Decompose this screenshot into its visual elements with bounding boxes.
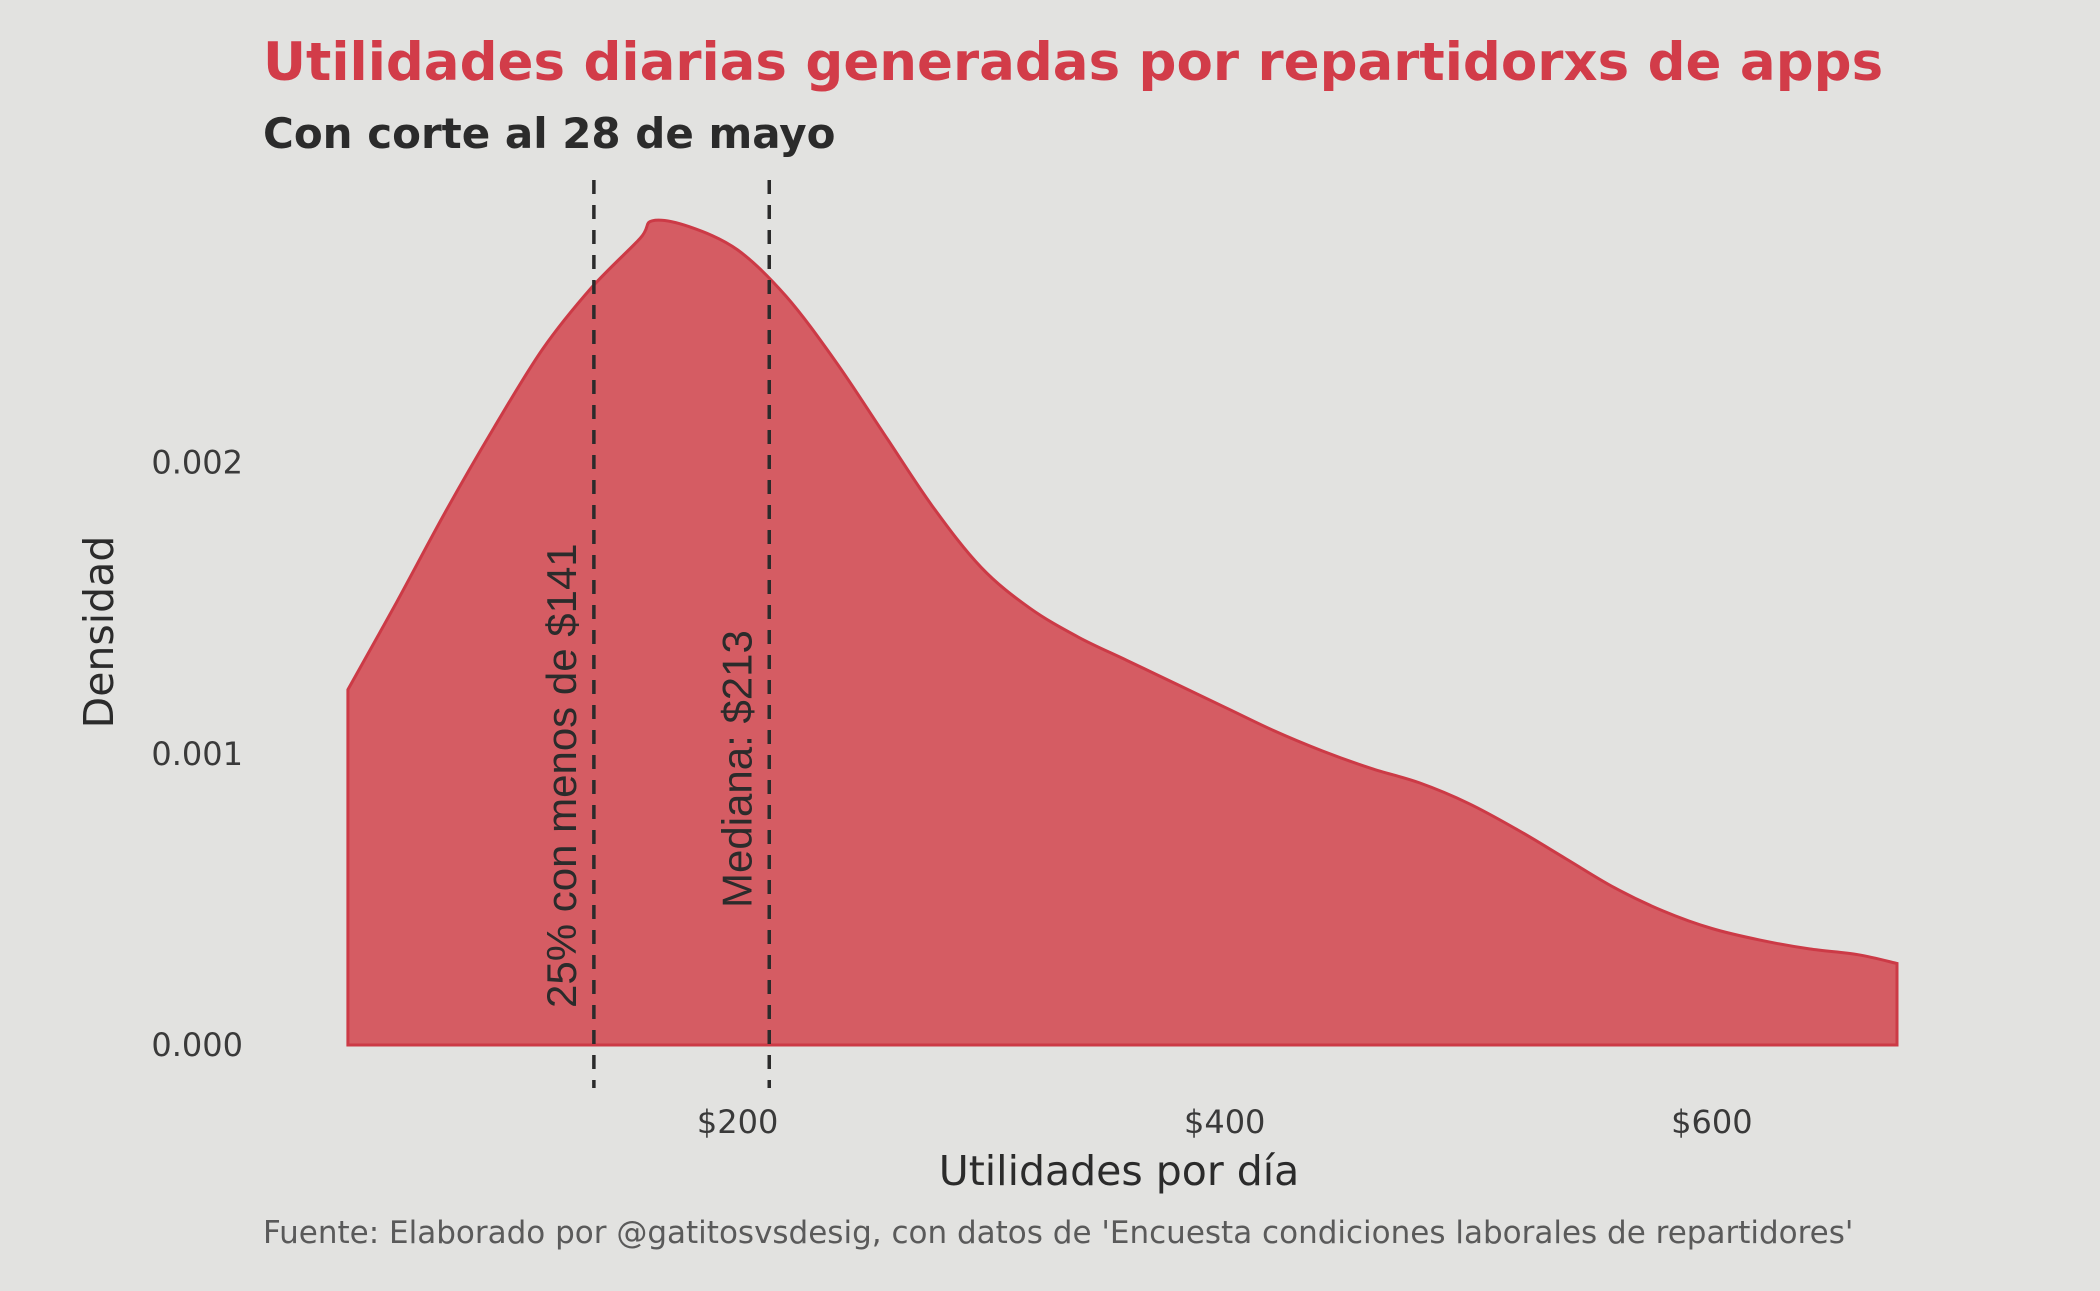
chart-subtitle: Con corte al 28 de mayo bbox=[263, 109, 836, 158]
x-tick-label: $200 bbox=[697, 1103, 778, 1141]
y-axis-label: Densidad bbox=[75, 536, 123, 729]
source-caption: Fuente: Elaborado por @gatitosvsdesig, c… bbox=[263, 1215, 1853, 1251]
median-annotation: Mediana: $213 bbox=[713, 630, 760, 908]
x-axis-ticks: $200 $400 $600 bbox=[697, 1103, 1753, 1141]
y-tick-label: 0.000 bbox=[151, 1026, 243, 1064]
x-tick-label: $400 bbox=[1184, 1103, 1265, 1141]
x-axis-label: Utilidades por día bbox=[939, 1147, 1300, 1195]
density-area bbox=[346, 218, 1899, 1047]
y-axis-ticks: 0.000 0.001 0.002 bbox=[151, 444, 243, 1065]
reference-lines: 25% con menos de $141 Mediana: $213 bbox=[538, 180, 772, 1088]
x-tick-label: $600 bbox=[1671, 1103, 1752, 1141]
chart-title: Utilidades diarias generadas por reparti… bbox=[263, 32, 1883, 93]
y-tick-label: 0.001 bbox=[151, 735, 243, 773]
y-tick-label: 0.002 bbox=[151, 444, 243, 482]
quartile-annotation: 25% con menos de $141 bbox=[538, 543, 585, 1008]
